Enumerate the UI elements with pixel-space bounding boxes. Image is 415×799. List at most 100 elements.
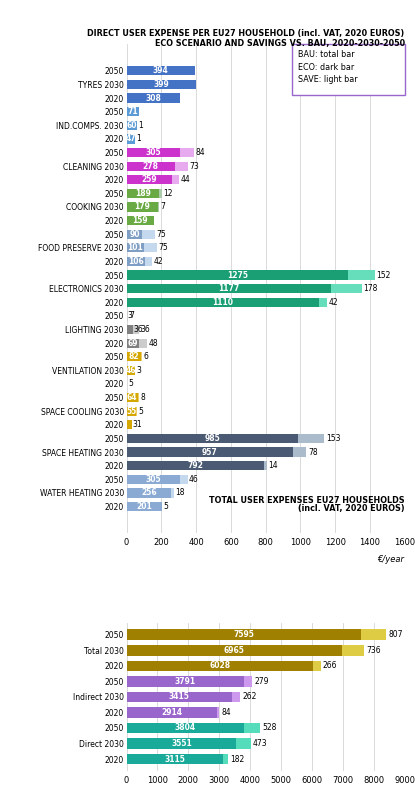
Text: DIRECT USER EXPENSE PER EU27 HOUSEHOLD (incl. VAT, 2020 EUROS): DIRECT USER EXPENSE PER EU27 HOUSEHOLD (… [88,30,405,38]
Bar [342,645,364,655]
Bar [127,352,141,361]
Bar [127,161,175,171]
Text: 71: 71 [127,107,138,116]
Bar [232,692,240,702]
Bar [127,325,133,334]
Bar [127,502,161,511]
Bar [171,488,174,498]
Bar [141,352,142,361]
Bar [180,475,188,484]
Text: 178: 178 [364,284,378,293]
Text: 152: 152 [376,271,391,280]
Text: 394: 394 [153,66,168,75]
Text: 308: 308 [145,93,161,102]
Text: 14: 14 [268,461,278,470]
Bar [127,148,180,157]
Text: 5: 5 [138,407,143,415]
Bar [127,298,320,307]
Bar [127,256,145,266]
Text: 69: 69 [127,339,138,348]
Text: 75: 75 [159,244,168,252]
Text: 1275: 1275 [227,271,248,280]
Bar [320,298,327,307]
Text: 84: 84 [195,148,205,157]
Text: €/year: €/year [378,555,405,564]
Text: ECO SCENARIO AND SAVINGS VS. BAU, 2020-2030-2050: ECO SCENARIO AND SAVINGS VS. BAU, 2020-2… [154,39,405,48]
Text: 42: 42 [154,257,164,266]
Bar [127,270,348,280]
Bar [127,121,137,130]
Text: 1177: 1177 [218,284,239,293]
Text: 399: 399 [154,80,169,89]
Text: 64: 64 [127,393,137,402]
Bar [127,229,142,239]
Text: 736: 736 [366,646,381,654]
Text: 159: 159 [132,216,148,225]
Bar [138,393,139,402]
Bar [127,189,159,198]
Bar [127,243,144,252]
Bar [159,189,161,198]
Text: 106: 106 [128,257,144,266]
Bar [133,325,139,334]
Text: 278: 278 [143,161,159,171]
Text: 46: 46 [189,475,199,484]
Bar [175,161,188,171]
Text: 7: 7 [160,202,165,212]
Bar [244,676,252,686]
Bar [144,243,157,252]
Text: 6965: 6965 [224,646,244,654]
Bar [127,722,244,733]
Bar [331,284,362,293]
Bar [127,738,236,749]
Text: 6: 6 [143,352,148,361]
Text: 153: 153 [326,434,340,443]
Bar [134,366,135,375]
Bar [127,366,134,375]
Text: 75: 75 [156,230,166,239]
Text: 3804: 3804 [175,723,196,733]
Text: 3551: 3551 [171,739,192,748]
FancyBboxPatch shape [292,44,405,95]
Text: 262: 262 [242,693,256,702]
Text: 3415: 3415 [169,693,190,702]
Bar [127,692,232,702]
Bar [158,202,159,212]
Bar [161,502,162,511]
Text: 44: 44 [181,175,190,185]
Bar [127,175,171,185]
Text: 473: 473 [253,739,267,748]
Bar [127,461,264,471]
Text: 256: 256 [141,488,156,498]
Bar [244,722,260,733]
Bar [127,475,180,484]
Bar [127,447,293,457]
Text: BAU: total bar
ECO: dark bar
SAVE: light bar: BAU: total bar ECO: dark bar SAVE: light… [298,50,357,85]
Text: 985: 985 [204,434,220,443]
Text: 36: 36 [140,325,150,334]
Bar [127,407,136,415]
Bar [127,434,298,443]
Bar [127,661,313,671]
Text: 807: 807 [388,630,403,639]
Bar [127,134,135,144]
Bar [127,339,139,348]
Bar [127,645,342,655]
Text: 1110: 1110 [212,298,234,307]
Text: 1: 1 [136,134,141,143]
Text: 2914: 2914 [161,708,182,717]
Bar [127,753,223,765]
Text: 1: 1 [139,121,143,129]
Text: (incl. VAT, 2020 EUROS): (incl. VAT, 2020 EUROS) [298,504,405,513]
Bar [236,738,251,749]
Bar [127,66,195,75]
Bar [127,312,128,320]
Text: 3791: 3791 [175,677,196,686]
Bar [348,270,375,280]
Text: 82: 82 [128,352,139,361]
Bar [127,80,196,89]
Text: 7595: 7595 [234,630,254,639]
Text: 31: 31 [133,420,142,429]
Bar [136,407,137,415]
Text: 5: 5 [164,502,168,511]
